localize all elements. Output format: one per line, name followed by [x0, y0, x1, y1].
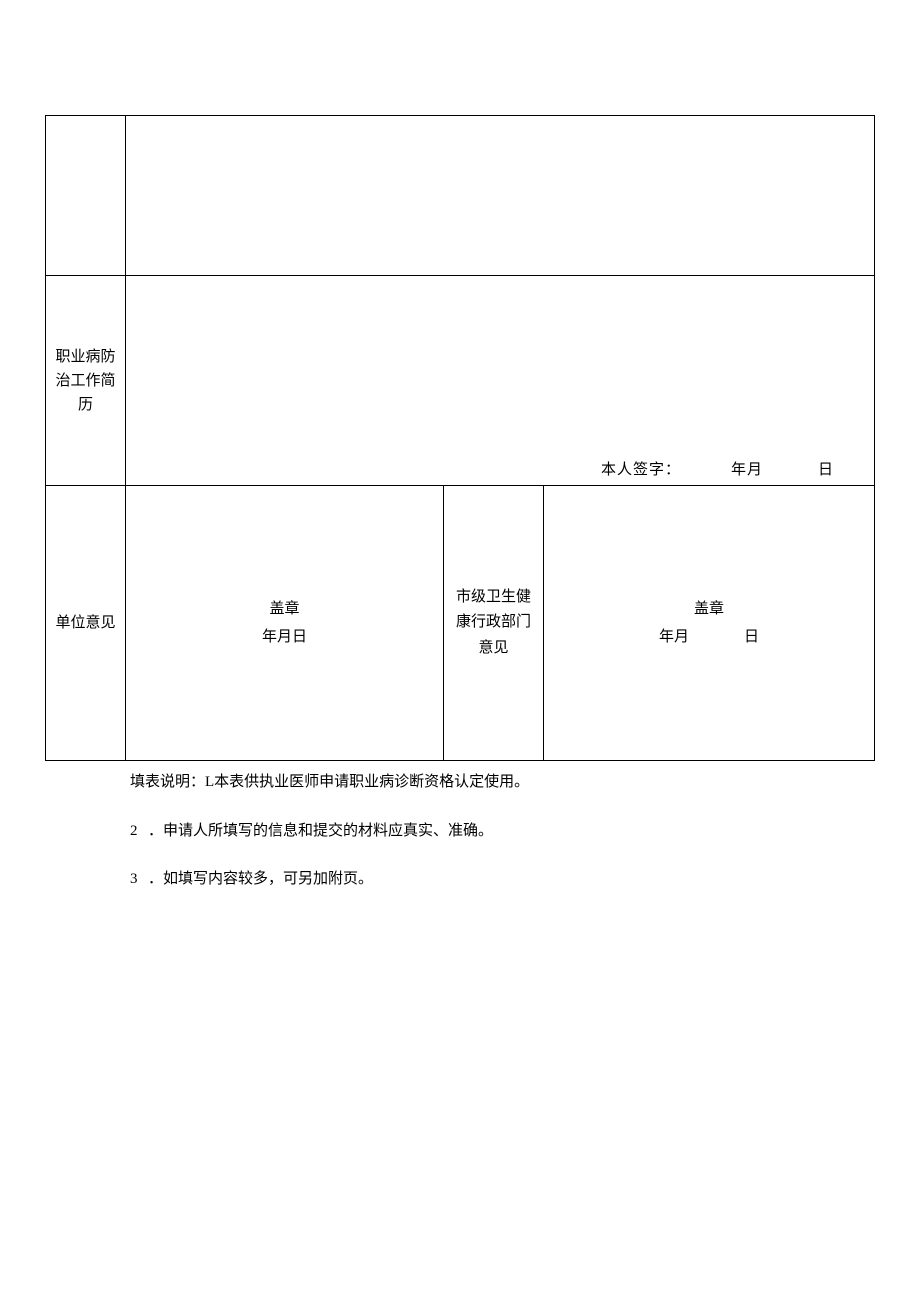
resume-row: 职业病防治工作简历 本人签字： 年月 日: [46, 276, 875, 486]
dept-seal: 盖章: [694, 601, 724, 617]
note-3: 3．如填写内容较多，可另加附页。: [130, 868, 875, 891]
blank-content-cell: [126, 116, 875, 276]
note-1-prefix: 填表说明：L: [130, 774, 214, 790]
dept-date-ym: 年月: [659, 629, 689, 645]
opinion-row: 单位意见 盖章 年月日 市级卫生健康行政部门意见 盖章 年月日: [46, 486, 875, 761]
unit-seal: 盖章: [269, 601, 299, 617]
resume-label: 职业病防治工作简历: [46, 276, 126, 486]
signature-ym: 年月: [731, 462, 763, 478]
blank-label-cell: [46, 116, 126, 276]
note-1-text: 本表供执业医师申请职业病诊断资格认定使用。: [214, 774, 529, 790]
signature-label: 本人签字：: [601, 462, 681, 478]
resume-content: 本人签字： 年月 日: [126, 276, 875, 486]
dept-date-d: 日: [744, 629, 759, 645]
note-3-num: 3: [130, 868, 148, 891]
dept-label: 市级卫生健康行政部门意见: [444, 486, 544, 761]
note-3-text: ．如填写内容较多，可另加附页。: [148, 871, 373, 887]
dept-opinion-content: 盖章 年月 日: [544, 486, 875, 761]
unit-opinion-content: 盖章 年月日: [126, 486, 444, 761]
signature-d: 日: [818, 462, 834, 478]
unit-opinion-label: 单位意见: [46, 486, 126, 761]
note-2-text: ．申请人所填写的信息和提交的材料应真实、准确。: [148, 823, 493, 839]
blank-row: [46, 116, 875, 276]
form-notes: 填表说明：L本表供执业医师申请职业病诊断资格认定使用。 2．申请人所填写的信息和…: [45, 771, 875, 891]
note-2-num: 2: [130, 820, 148, 843]
note-1: 填表说明：L本表供执业医师申请职业病诊断资格认定使用。: [130, 771, 875, 794]
signature-line: 本人签字： 年月 日: [601, 462, 834, 478]
form-table: 职业病防治工作简历 本人签字：年月日 单位意见 盖章 年月日 市级卫生健康行政部…: [45, 115, 875, 761]
unit-date: 年月日: [262, 629, 307, 645]
note-2: 2．申请人所填写的信息和提交的材料应真实、准确。: [130, 820, 875, 843]
